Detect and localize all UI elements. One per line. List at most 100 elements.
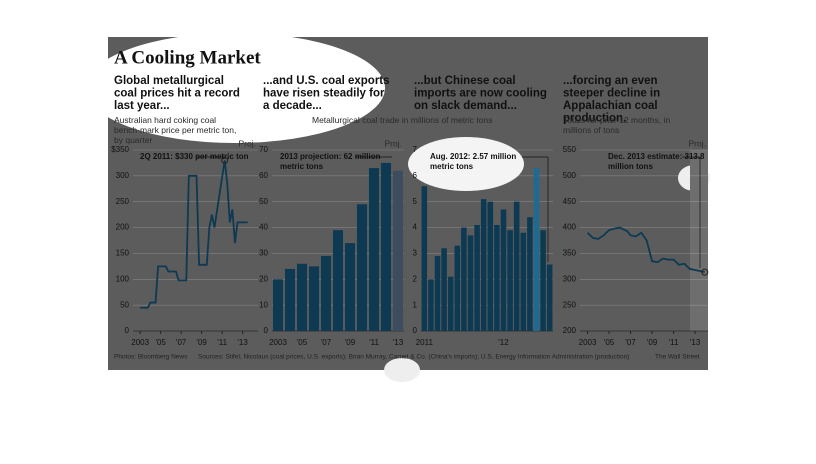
- x-tick-label: '05: [155, 338, 166, 347]
- y-tick-label: 70: [259, 145, 268, 154]
- bar: [513, 201, 520, 331]
- x-tick-label: '12: [498, 338, 509, 347]
- y-tick-label: 0: [125, 326, 130, 335]
- panel-headline: ...and U.S. coal exports have risen stead…: [263, 75, 390, 112]
- y-tick-label: 250: [116, 197, 130, 206]
- bar: [392, 170, 404, 331]
- y-tick-label: 40: [259, 223, 268, 232]
- y-tick-label: 50: [120, 300, 129, 309]
- x-tick-label: 2011: [416, 338, 434, 347]
- x-tick-label: '13: [690, 338, 701, 347]
- credit: The Wall Street: [655, 354, 700, 361]
- projection-shade: [690, 150, 708, 331]
- x-tick-label: '09: [196, 338, 207, 347]
- y-tick-label: 250: [563, 300, 577, 309]
- y-tick-label: $350: [111, 145, 129, 154]
- bar: [487, 201, 494, 331]
- bar: [368, 168, 380, 331]
- bar: [546, 264, 553, 331]
- y-tick-label: 5: [413, 197, 418, 206]
- bar: [527, 217, 533, 331]
- panel-subtitle: Australian hard coking coal bench-mark pr…: [114, 115, 236, 145]
- y-tick-label: 200: [563, 326, 577, 335]
- x-tick-label: '07: [176, 338, 187, 347]
- bar: [434, 256, 441, 331]
- y-tick-label: 0: [413, 326, 418, 335]
- y-tick-label: 200: [116, 223, 130, 232]
- annotation: 2Q 2011: $330 per metric ton: [140, 152, 249, 161]
- title: A Cooling Market: [114, 47, 261, 68]
- proj-label: Proj.: [689, 138, 706, 148]
- x-tick-label: '05: [604, 338, 615, 347]
- bar: [474, 224, 480, 331]
- x-tick-label: '07: [321, 338, 332, 347]
- x-tick-label: '09: [345, 338, 356, 347]
- x-tick-label: 2003: [579, 338, 597, 347]
- highlight-blob: [384, 358, 420, 382]
- bar: [332, 230, 344, 331]
- bar: [272, 279, 284, 331]
- panel-headline: Global metallurgical coal prices hit a re…: [114, 75, 240, 112]
- bar: [480, 199, 487, 331]
- bar: [296, 263, 308, 331]
- y-tick-label: 50: [259, 197, 268, 206]
- panel-subtitle: Totals for prior 12 months, in millions o…: [563, 115, 671, 135]
- y-tick-label: 450: [563, 197, 577, 206]
- y-tick-label: 30: [259, 249, 268, 258]
- bar: [344, 243, 356, 331]
- y-tick-label: 100: [116, 274, 130, 283]
- y-tick-label: 1: [413, 300, 418, 309]
- bar: [428, 279, 434, 331]
- bar: [507, 230, 513, 331]
- highlight-point: [221, 156, 229, 164]
- highlight-blob: [408, 137, 524, 191]
- highlight-point: [701, 268, 709, 276]
- y-tick-label: 0: [264, 326, 269, 335]
- x-tick-label: 2003: [131, 338, 149, 347]
- bar: [454, 245, 461, 331]
- y-tick-label: 500: [563, 171, 577, 180]
- bar: [533, 168, 540, 331]
- bar: [308, 266, 320, 331]
- y-tick-label: 20: [259, 274, 268, 283]
- y-tick-label: 300: [563, 274, 577, 283]
- y-tick-label: 7: [413, 145, 418, 154]
- x-tick-label: '07: [625, 338, 636, 347]
- annotation: Dec. 2013 estimate: 313.8 million tons: [608, 152, 705, 171]
- y-tick-label: 6: [413, 171, 418, 180]
- x-tick-label: '05: [297, 338, 308, 347]
- x-tick-label: '11: [217, 338, 227, 347]
- x-tick-label: '13: [237, 338, 248, 347]
- panel-subtitle: Metallurgical coal trade in millions of …: [312, 115, 492, 125]
- y-tick-label: 60: [259, 171, 268, 180]
- x-tick-label: '11: [369, 338, 379, 347]
- bar: [284, 268, 296, 331]
- y-tick-label: 350: [563, 249, 577, 258]
- y-tick-label: 2: [413, 274, 418, 283]
- data-line: [586, 226, 705, 274]
- y-tick-label: 10: [259, 300, 268, 309]
- bar: [500, 209, 507, 331]
- bar: [421, 186, 428, 331]
- y-tick-label: 550: [563, 145, 577, 154]
- proj-label: Proj.: [385, 138, 402, 148]
- photo-credit: Photos: Bloomberg News: [114, 354, 188, 361]
- bar: [467, 235, 474, 331]
- y-tick-label: 150: [116, 249, 130, 258]
- panel-headline: ...but Chinese coal imports are now cooli…: [414, 75, 547, 112]
- bar: [520, 232, 527, 331]
- bar: [320, 256, 332, 331]
- x-tick-label: '13: [393, 338, 404, 347]
- bar: [494, 224, 500, 331]
- y-tick-label: 400: [563, 223, 577, 232]
- bar: [461, 227, 467, 331]
- panel-headline: ...forcing an even steeper decline in Appa…: [563, 75, 660, 125]
- bar: [380, 162, 392, 331]
- bar: [356, 204, 368, 331]
- y-tick-label: 3: [413, 249, 418, 258]
- bar: [447, 276, 454, 331]
- bar: [441, 248, 447, 331]
- highlight-blob: [85, 33, 385, 143]
- x-tick-label: '09: [647, 338, 658, 347]
